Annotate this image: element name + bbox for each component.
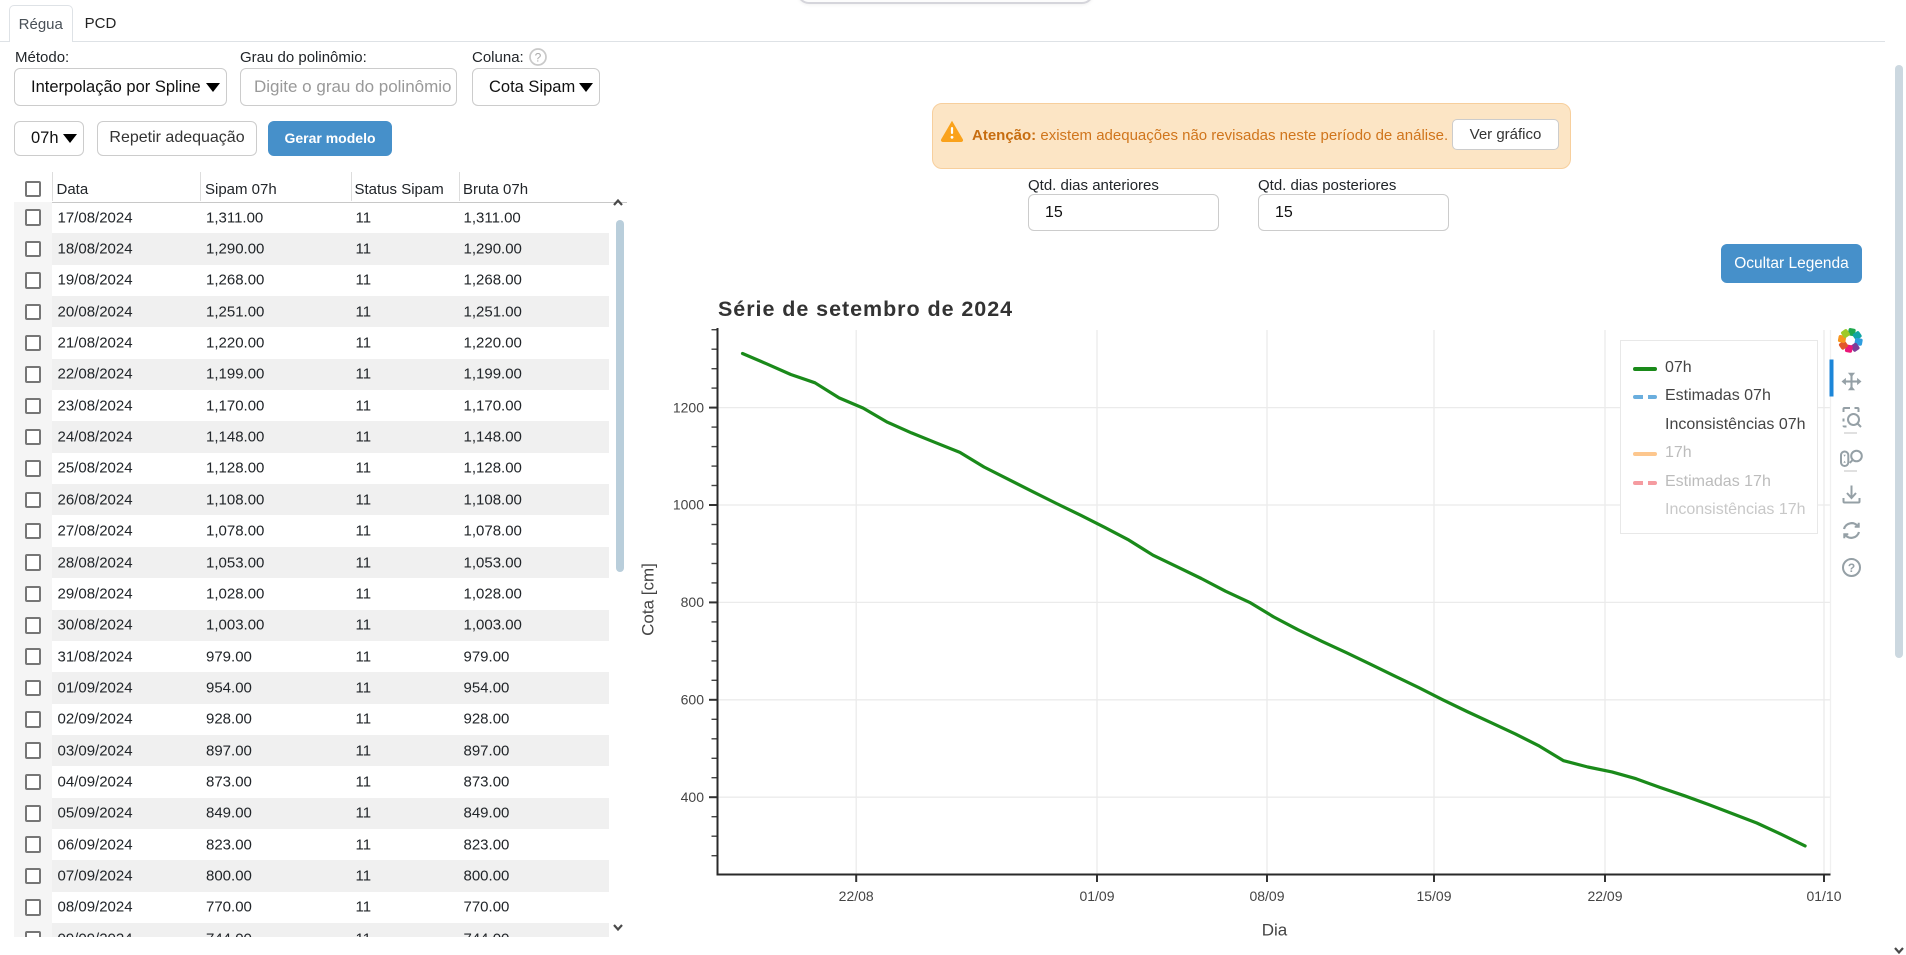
svg-text:800: 800 [681, 594, 705, 610]
svg-text:08/09: 08/09 [1249, 888, 1284, 904]
svg-text:22/08: 22/08 [839, 888, 874, 904]
svg-text:22/09: 22/09 [1587, 888, 1622, 904]
svg-text:1000: 1000 [673, 497, 704, 513]
svg-text:?: ? [1848, 561, 1855, 575]
svg-text:Dia: Dia [1262, 921, 1288, 940]
svg-text:01/09: 01/09 [1079, 888, 1114, 904]
svg-text:Cota [cm]: Cota [cm] [639, 563, 658, 636]
svg-text:600: 600 [681, 692, 705, 708]
svg-text:400: 400 [681, 789, 705, 805]
svg-text:?: ? [535, 50, 542, 64]
svg-text:15/09: 15/09 [1416, 888, 1451, 904]
svg-text:01/10: 01/10 [1806, 888, 1841, 904]
svg-text:1200: 1200 [673, 399, 704, 415]
